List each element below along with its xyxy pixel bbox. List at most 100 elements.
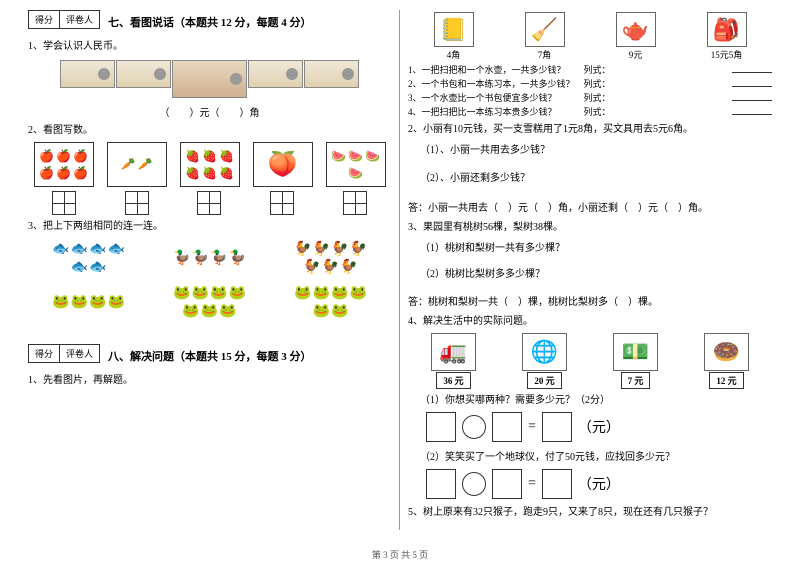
duck-icon: 🦆: [192, 250, 209, 267]
eq-circle: [462, 472, 486, 496]
item-cell: 🚛36 元: [431, 333, 476, 389]
carrot-icon: 🥕: [138, 157, 153, 172]
bag-icon: 🎒: [707, 12, 747, 47]
q7-2: 2、看图写数。: [28, 123, 391, 138]
frog-icon: 🐸: [313, 303, 330, 320]
q2-answer: 答：小丽一共用去（ ）元（ ）角，小丽还剩（ ）元（ ）角。: [408, 201, 772, 216]
chicken-icon: 🐓: [349, 241, 366, 258]
frog-group: 🐸🐸🐸🐸: [49, 282, 129, 322]
ring-icon: 🍩: [704, 333, 749, 371]
price-tag: 36 元: [436, 372, 470, 389]
truck-icon: 🚛: [431, 333, 476, 371]
fruit-boxes: 🍎🍎🍎🍎🍎🍎 🥕🥕 🍓🍓🍓🍓🍓🍓 🍑 🍉🍉🍉🍉: [28, 142, 391, 187]
q2b: （2）、小丽还剩多少钱？: [420, 169, 772, 184]
banknote-large: [172, 60, 247, 98]
melon-icon: 🍉: [365, 149, 380, 164]
chicken-group: 🐓🐓🐓🐓🐓🐓🐓: [291, 238, 371, 278]
q4b: （2）笑笑买了一个地球仪，付了50元钱，应找回多少元？: [420, 448, 772, 463]
q4: 4、解决生活中的实际问题。: [408, 314, 772, 329]
duck-icon: 🦆: [210, 250, 227, 267]
chicken-icon: 🐓: [340, 259, 357, 276]
frog-icon: 🐸: [331, 303, 348, 320]
chicken-icon: 🐓: [294, 241, 311, 258]
eq-box: [426, 412, 456, 442]
q4a: （1）你想买哪两种？需要多少元？（2分）: [420, 391, 772, 406]
equation-row: = （元）: [426, 412, 772, 442]
match-row-top: 🐟🐟🐟🐟🐟🐟 🦆🦆🦆🦆 🐓🐓🐓🐓🐓🐓🐓: [28, 238, 391, 278]
unit-label: （元）: [578, 417, 620, 437]
apple-icon: 🍎: [73, 166, 88, 181]
blank: [732, 91, 772, 101]
score-box: 得分 评卷人: [28, 10, 100, 29]
shop2-row: 🚛36 元 🌐20 元 💵7 元 🍩12 元: [408, 333, 772, 389]
equals-sign: =: [528, 476, 536, 492]
price-tag: 7 元: [621, 372, 651, 389]
strawberry-icon: 🍓: [202, 149, 217, 164]
fish-group: 🐟🐟🐟🐟🐟🐟: [49, 238, 129, 278]
melon-icon: 🍉: [348, 149, 363, 164]
unit-label: （元）: [578, 474, 620, 494]
grid-boxes: [28, 191, 391, 215]
match-row-bottom: 🐸🐸🐸🐸 🐸🐸🐸🐸🐸🐸🐸 🐸🐸🐸🐸🐸🐸: [28, 282, 391, 322]
item-cell: 🫖9元: [616, 12, 656, 61]
banknote-small: [60, 60, 115, 88]
item-cell: 💵7 元: [613, 333, 658, 389]
q7-1-fill: （ ）元（ ）角: [28, 104, 391, 119]
q5: 5、树上原来有32只猴子，跑走9只，又来了8只，现在还有几只猴子？: [408, 505, 772, 520]
grader-label: 评卷人: [60, 11, 99, 28]
eq-box: [492, 412, 522, 442]
grid-box: [270, 191, 294, 215]
frog-icon: 🐸: [294, 285, 311, 302]
frog-icon: 🐸: [331, 285, 348, 302]
frog-icon: 🐸: [107, 294, 124, 311]
banknote-small: [116, 60, 171, 88]
price-label: 9元: [616, 48, 656, 61]
frog-group: 🐸🐸🐸🐸🐸🐸🐸: [170, 282, 250, 322]
q7-1: 1、学会认识人民币。: [28, 39, 391, 54]
frog-icon: 🐸: [210, 285, 227, 302]
q2: 2、小丽有10元钱，买一支雪糕用了1元8角，买文具用去5元6角。: [408, 122, 772, 137]
section-8-header: 得分 评卷人 八、解决问题（本题共 15 分，每题 3 分）: [28, 344, 391, 367]
page-footer: 第 3 页 共 5 页: [0, 548, 800, 561]
frog-icon: 🐸: [71, 294, 88, 311]
price-label: 15元5角: [707, 48, 747, 61]
eq-box: [542, 412, 572, 442]
fish-icon: 🐟: [71, 241, 88, 258]
eq-box: [426, 469, 456, 499]
strawberry-icon: 🍓: [185, 166, 200, 181]
eq-box: [542, 469, 572, 499]
q3-answer: 答：桃树和梨树一共（ ）棵，桃树比梨树多（ ）棵。: [408, 295, 772, 310]
eq-circle: [462, 415, 486, 439]
score-box: 得分 评卷人: [28, 344, 100, 363]
q1a: 1、一把扫把和一个水壶，一共多少钱？ 列式：: [408, 63, 772, 76]
wallet-icon: 💵: [613, 333, 658, 371]
frog-icon: 🐸: [192, 285, 209, 302]
q1d: 4、一把扫把比一本练习本贵多少钱？ 列式：: [408, 105, 772, 118]
banknote-small: [304, 60, 359, 88]
peach-icon: 🍑: [268, 150, 298, 179]
carrot-icon: 🥕: [121, 157, 136, 172]
item-cell: 🍩12 元: [704, 333, 749, 389]
fruit-box: 🥕🥕: [107, 142, 167, 187]
fish-icon: 🐟: [89, 259, 106, 276]
q3b: （2）桃树比梨树多多少棵？: [420, 265, 772, 280]
duck-icon: 🦆: [173, 250, 190, 267]
q3a: （1）桃树和梨树一共有多少棵？: [420, 239, 772, 254]
chicken-icon: 🐓: [313, 241, 330, 258]
q-text: 4、一把扫把比一本练习本贵多少钱？ 列式：: [408, 105, 611, 118]
strawberry-icon: 🍓: [202, 166, 217, 181]
globe-icon: 🌐: [522, 333, 567, 371]
q-text: 2、一个书包和一本练习本，一共多少钱？ 列式：: [408, 77, 611, 90]
section-8-title: 八、解决问题（本题共 15 分，每题 3 分）: [108, 348, 312, 364]
fish-icon: 🐟: [71, 259, 88, 276]
fruit-box: 🍓🍓🍓🍓🍓🍓: [180, 142, 240, 187]
item-cell: 🧹7角: [525, 12, 565, 61]
score-label: 得分: [29, 11, 60, 28]
duck-icon: 🦆: [228, 250, 245, 267]
kettle-icon: 🫖: [616, 12, 656, 47]
broom-icon: 🧹: [525, 12, 565, 47]
frog-icon: 🐸: [313, 285, 330, 302]
equation-row: = （元）: [426, 469, 772, 499]
grid-box: [125, 191, 149, 215]
blank: [732, 63, 772, 73]
